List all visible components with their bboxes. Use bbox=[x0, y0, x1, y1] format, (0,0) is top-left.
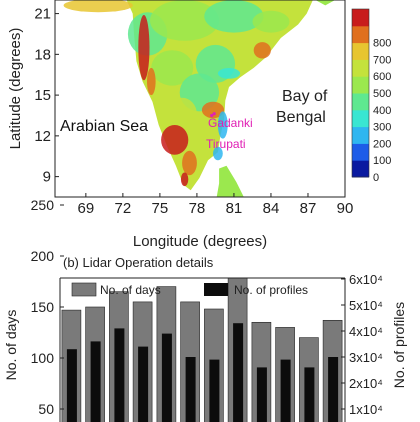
map-x-tick-label: 75 bbox=[152, 200, 169, 217]
bar-panel-title: (b) Lidar Operation details bbox=[63, 255, 214, 270]
elevation-patch-4 bbox=[252, 10, 290, 33]
map-x-tick-label: 78 bbox=[189, 200, 206, 217]
colorbar-segment bbox=[352, 59, 369, 77]
bar-y-right-axis-label: No. of profiles bbox=[391, 302, 407, 388]
elevation-patch-16 bbox=[253, 42, 271, 59]
legend-swatch-days bbox=[71, 282, 97, 297]
bar-y-right-tick-label: 4x10⁴ bbox=[349, 324, 383, 339]
bar-profiles-5 bbox=[161, 333, 172, 422]
colorbar-segment bbox=[352, 143, 369, 161]
land-sri-lanka bbox=[216, 165, 244, 197]
bar-y-right-tick-label: 2x10⁴ bbox=[349, 376, 383, 391]
legend-swatch-profiles bbox=[204, 283, 228, 296]
bar-y-right-tick-label: 3x10⁴ bbox=[349, 350, 383, 365]
elevation-patch-2 bbox=[150, 0, 220, 41]
map-annotation: Gadanki bbox=[208, 116, 253, 130]
bar-y-tick-label: 250 bbox=[31, 197, 55, 213]
map-x-tick-label: 90 bbox=[337, 200, 354, 217]
map-annotation: Arabian Sea bbox=[60, 118, 148, 135]
map-x-tick-label: 72 bbox=[115, 200, 132, 217]
legend-label-days: No. of days bbox=[100, 283, 161, 297]
elevation-patch-13 bbox=[180, 172, 189, 187]
bar-y-tick-label: 50 bbox=[38, 401, 54, 417]
elevation-patch-11 bbox=[161, 124, 189, 155]
elevation-patch-17 bbox=[217, 111, 228, 139]
elevation-patch-8 bbox=[167, 97, 197, 131]
site-marker-1 bbox=[212, 112, 216, 116]
elevation-patch-18 bbox=[213, 146, 223, 161]
colorbar-tick-label: 300 bbox=[373, 122, 391, 134]
map-area bbox=[55, 0, 345, 197]
bar-profiles-3 bbox=[114, 328, 125, 422]
map-y-tick-label: 9 bbox=[43, 169, 51, 186]
map-x-tick-label: 81 bbox=[226, 200, 243, 217]
elevation-patch-12 bbox=[182, 150, 197, 176]
map-annotation: Bay of bbox=[282, 88, 328, 105]
map-x-tick-label: 84 bbox=[263, 200, 280, 217]
bar-profiles-4 bbox=[138, 346, 149, 422]
colorbar-tick-label: 800 bbox=[373, 38, 391, 50]
colorbar-tick-label: 0 bbox=[373, 172, 379, 184]
land-east bbox=[315, 0, 336, 6]
elevation-patch-10 bbox=[147, 67, 156, 96]
colorbar-tick-label: 400 bbox=[373, 105, 391, 117]
map-y-axis-label: Latitude (degrees) bbox=[7, 28, 24, 150]
bar-profiles-1 bbox=[66, 349, 77, 422]
site-marker-0 bbox=[210, 113, 214, 118]
bar-y-tick-label: 200 bbox=[31, 248, 55, 264]
map-frame bbox=[54, 0, 346, 198]
map-annotation: Tirupati bbox=[206, 137, 246, 151]
bar-profiles-7 bbox=[209, 359, 220, 422]
elevation-patch-5 bbox=[151, 50, 194, 86]
map-annotation: Bengal bbox=[276, 109, 326, 126]
colorbar-segment bbox=[352, 76, 369, 94]
colorbar-frame bbox=[351, 8, 370, 178]
map-x-axis-label: Longitude (degrees) bbox=[133, 233, 267, 250]
bar-profiles-11 bbox=[304, 367, 315, 422]
bar-plot-area bbox=[61, 278, 343, 422]
bar-profiles-10 bbox=[280, 359, 291, 422]
colorbar-tick-label: 100 bbox=[373, 155, 391, 167]
legend-label-profiles: No. of profiles bbox=[234, 283, 308, 297]
elevation-patch-9 bbox=[138, 15, 150, 81]
elevation-patch-14 bbox=[201, 101, 225, 119]
colorbar-tick-label: 200 bbox=[373, 138, 391, 150]
colorbar-tick-label: 700 bbox=[373, 54, 391, 66]
bar-profiles-8 bbox=[233, 323, 244, 422]
elevation-patch-0 bbox=[63, 0, 133, 13]
colorbar-segment bbox=[352, 160, 369, 178]
colorbar-segment bbox=[352, 93, 369, 111]
map-y-tick-label: 21 bbox=[34, 6, 51, 23]
bar-profiles-6 bbox=[185, 357, 196, 422]
elevation-patch-15 bbox=[217, 68, 241, 79]
bar-y-axis-label: No. of days bbox=[3, 310, 19, 381]
map-y-tick-label: 15 bbox=[34, 87, 51, 104]
colorbar-segment bbox=[352, 9, 369, 27]
bar-profiles-9 bbox=[256, 367, 267, 422]
bar-y-right-tick-label: 1x10⁴ bbox=[349, 402, 383, 417]
bar-y-right-tick-label: 5x10⁴ bbox=[349, 298, 383, 313]
bar-y-tick-label: 150 bbox=[31, 299, 55, 315]
colorbar-segment bbox=[352, 126, 369, 144]
colorbar-tick-label: 600 bbox=[373, 71, 391, 83]
bar-legend: No. of days No. of profiles bbox=[71, 282, 308, 297]
bar-y-right-tick-label: 6x10⁴ bbox=[349, 272, 383, 287]
colorbar-segment bbox=[352, 109, 369, 128]
map-y-tick-label: 12 bbox=[34, 128, 51, 145]
bar-y-tick-label: 100 bbox=[31, 350, 55, 366]
bar-profiles-2 bbox=[90, 341, 101, 422]
colorbar-segment bbox=[352, 42, 369, 60]
colorbar-segment bbox=[352, 25, 369, 44]
map-panel: 69 72 75 78 81 84 87 90 Longitude (degrees) 9 12 15… bbox=[7, 0, 391, 250]
map-y-tick-label: 18 bbox=[34, 46, 51, 63]
elevation-patch-3 bbox=[204, 0, 264, 33]
map-x-tick-label: 69 bbox=[78, 200, 95, 217]
colorbar-tick-label: 500 bbox=[373, 88, 391, 100]
bar-panel: (b) Lidar Operation details 50 100 150 200 25… bbox=[3, 197, 407, 422]
map-x-tick-label: 87 bbox=[300, 200, 317, 217]
bar-profiles-12 bbox=[328, 357, 339, 422]
